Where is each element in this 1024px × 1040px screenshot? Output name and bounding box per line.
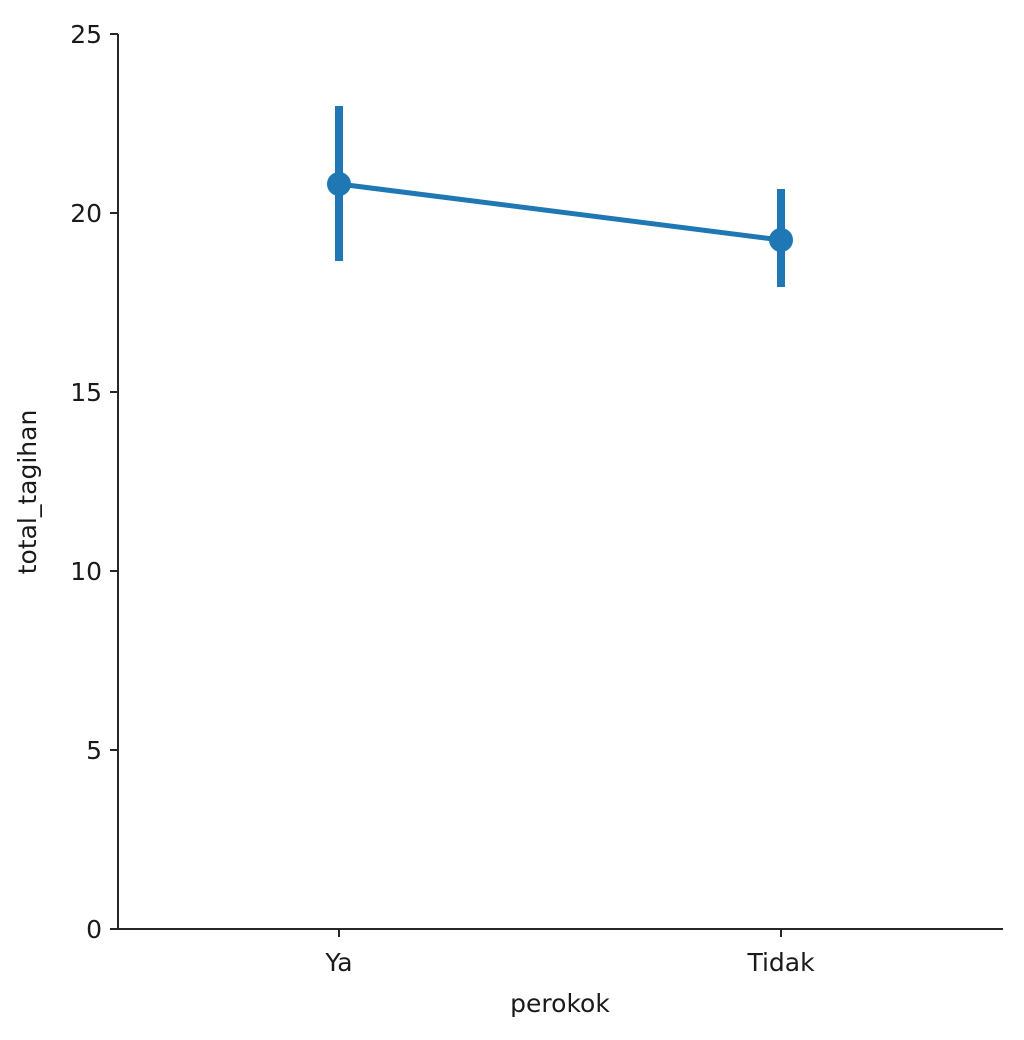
y-tick-label: 10 <box>70 557 102 586</box>
y-ticks <box>110 33 118 930</box>
point-tidak <box>769 228 793 252</box>
y-tick-label: 20 <box>70 199 102 228</box>
y-tick-label: 0 <box>86 915 102 944</box>
y-tick-labels: 0 5 10 15 20 25 <box>70 20 102 944</box>
x-ticks <box>338 929 782 937</box>
x-tick-labels: Ya Tidak <box>324 948 815 977</box>
y-tick-label: 5 <box>86 736 102 765</box>
point-ya <box>327 172 351 196</box>
connecting-line <box>338 181 782 243</box>
x-tick-label-tidak: Tidak <box>746 948 815 977</box>
y-tick-label: 25 <box>70 20 102 49</box>
y-tick-label: 15 <box>70 378 102 407</box>
x-axis-label: perokok <box>510 989 610 1018</box>
x-tick-label-ya: Ya <box>324 948 352 977</box>
y-axis-label: total_tagihan <box>13 410 42 575</box>
series-total-tagihan <box>327 106 793 287</box>
